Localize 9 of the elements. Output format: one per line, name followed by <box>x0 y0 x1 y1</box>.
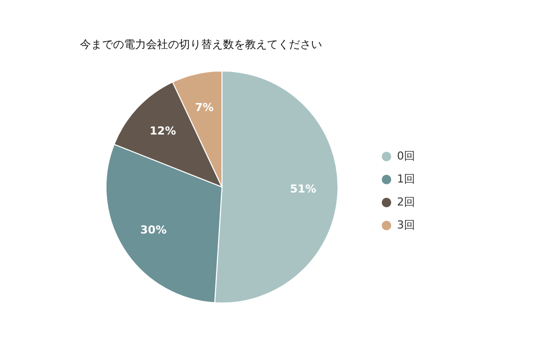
legend-label: 1回 <box>397 172 415 186</box>
data-label: 7% <box>194 100 214 114</box>
legend-label: 0回 <box>397 150 415 162</box>
data-label: 12% <box>150 124 176 138</box>
legend-label: 2回 <box>397 196 415 208</box>
data-label: 51% <box>290 182 316 196</box>
legend-label: 3回 <box>397 218 415 232</box>
chart-title: 今までの電力会社の切り替え数を教えてください <box>80 38 322 51</box>
data-label: 30% <box>140 224 167 237</box>
